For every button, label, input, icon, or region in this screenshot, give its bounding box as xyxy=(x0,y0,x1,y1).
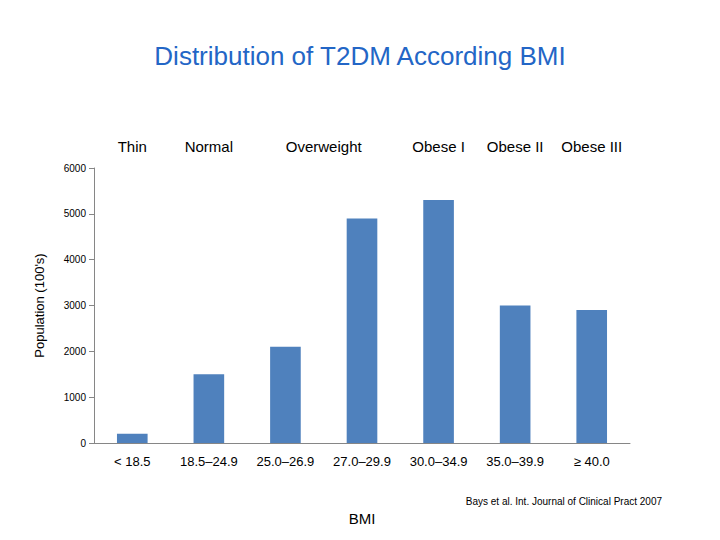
svg-text:Distribution of T2DM According: Distribution of T2DM According BMI xyxy=(154,41,565,71)
svg-text:Obese II: Obese II xyxy=(487,138,544,155)
svg-text:2000: 2000 xyxy=(64,346,87,357)
svg-text:Obese III: Obese III xyxy=(561,138,622,155)
svg-text:Normal: Normal xyxy=(185,138,233,155)
svg-text:30.0–34.9: 30.0–34.9 xyxy=(410,454,468,469)
svg-text:6000: 6000 xyxy=(64,163,87,174)
svg-text:1000: 1000 xyxy=(64,392,87,403)
svg-text:Population (100's): Population (100's) xyxy=(32,253,47,357)
svg-text:0: 0 xyxy=(80,438,86,449)
svg-text:Obese I: Obese I xyxy=(412,138,465,155)
svg-text:5000: 5000 xyxy=(64,208,87,219)
svg-text:Thin: Thin xyxy=(118,138,147,155)
svg-text:4000: 4000 xyxy=(64,254,87,265)
svg-text:≥ 40.0: ≥ 40.0 xyxy=(574,454,610,469)
svg-text:BMI: BMI xyxy=(349,510,376,527)
svg-text:18.5–24.9: 18.5–24.9 xyxy=(180,454,238,469)
svg-text:Bays et al. Int. Journal of Cl: Bays et al. Int. Journal of Clinical Pra… xyxy=(466,496,663,507)
svg-text:Overweight: Overweight xyxy=(286,138,363,155)
svg-text:< 18.5: < 18.5 xyxy=(114,454,151,469)
svg-text:35.0–39.9: 35.0–39.9 xyxy=(486,454,544,469)
svg-text:25.0–26.9: 25.0–26.9 xyxy=(257,454,315,469)
svg-text:27.0–29.9: 27.0–29.9 xyxy=(333,454,391,469)
svg-text:3000: 3000 xyxy=(64,300,87,311)
